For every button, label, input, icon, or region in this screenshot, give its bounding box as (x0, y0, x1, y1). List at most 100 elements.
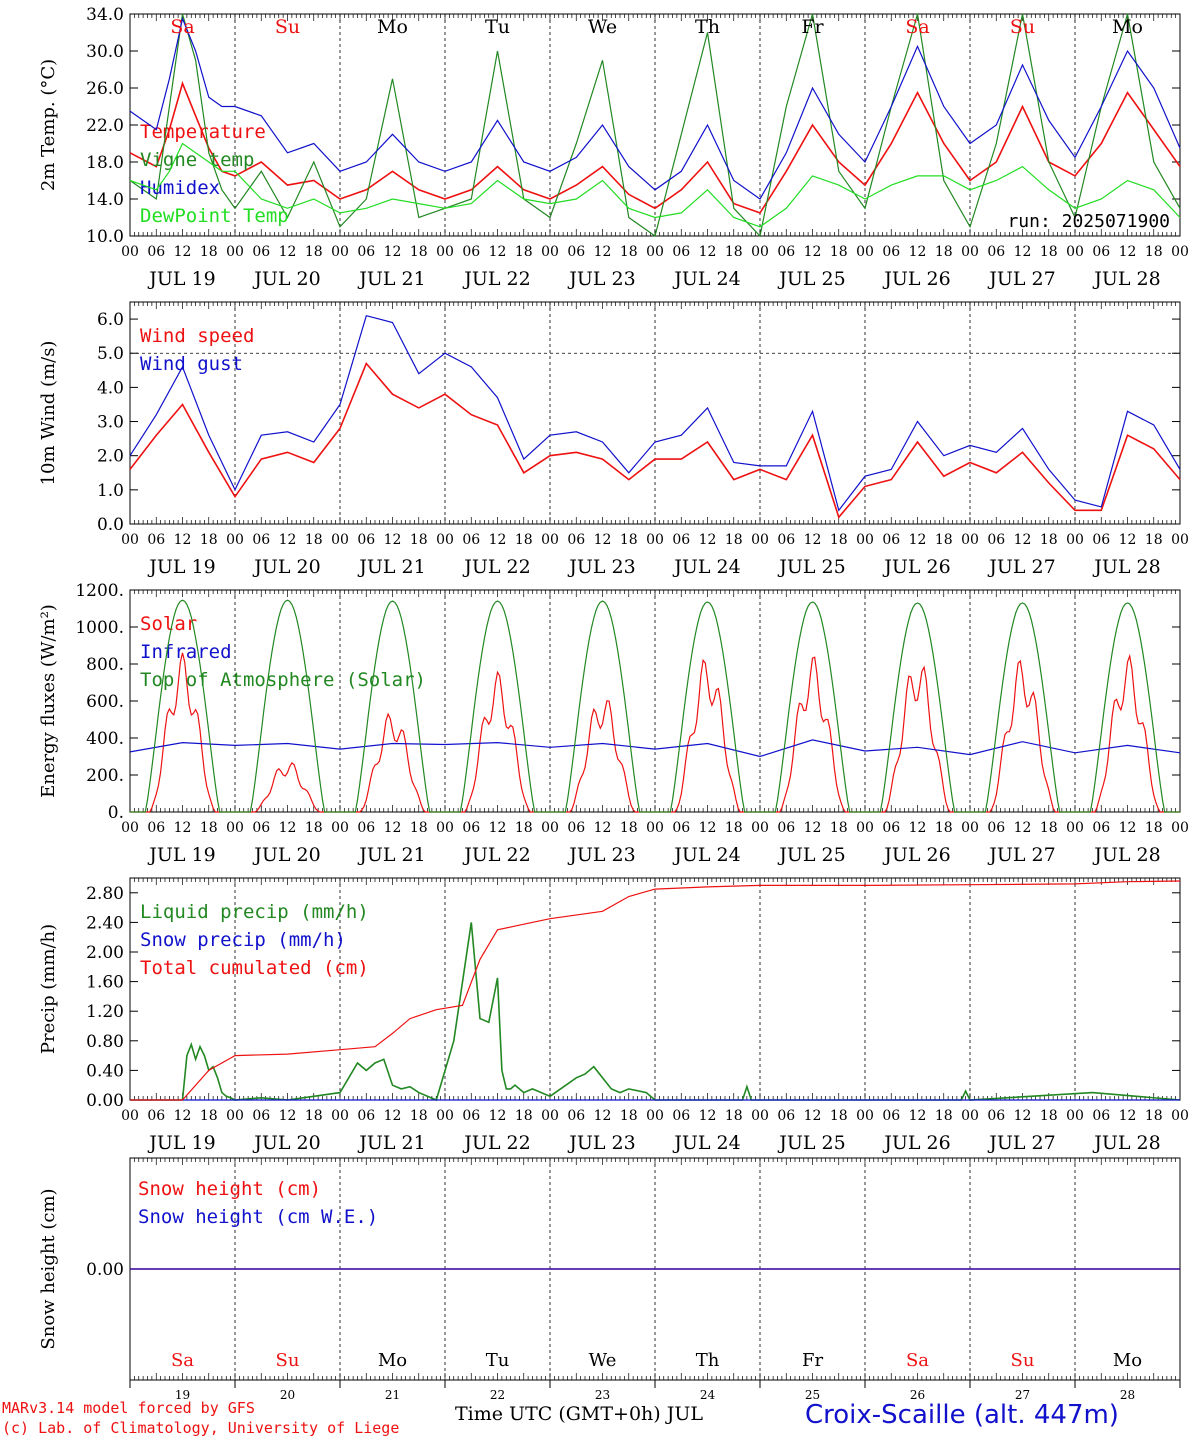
x-hour-label: 12 (909, 820, 927, 836)
x-hour-label: 18 (515, 244, 533, 260)
x-hour-label: 06 (252, 1108, 270, 1124)
weekday-label-bottom: Fr (802, 1350, 823, 1371)
series-line-dewpoint-temp (129, 142, 1181, 228)
x-hour-label: 00 (856, 820, 874, 836)
weekday-label-top: Th (695, 16, 720, 38)
x-date-label: JUL 27 (987, 556, 1055, 578)
x-hour-label: 12 (594, 1108, 612, 1124)
legend-label: Snow height (cm W.E.) (138, 1206, 378, 1228)
x-hour-label: 00 (961, 820, 979, 836)
x-hour-label: 12 (699, 1108, 717, 1124)
x-date-label: JUL 25 (777, 556, 845, 578)
x-hour-label: 18 (830, 244, 848, 260)
weekday-label-bottom: Sa (906, 1350, 929, 1371)
panel-3: 0. 200. 400. 600. 800. 1000. 1200. Energy fluxe… (38, 581, 1189, 866)
x-hour-label: 06 (672, 1108, 690, 1124)
x-hour-label: 06 (357, 820, 375, 836)
y-axis-label: 10m Wind (m/s) (38, 341, 59, 486)
x-hour-label: 12 (1014, 532, 1032, 548)
x-hour-label: 12 (174, 1108, 192, 1124)
x-hour-label: 18 (830, 1108, 848, 1124)
x-hour-label: 00 (856, 244, 874, 260)
weekday-label-top: Su (1010, 16, 1035, 38)
y-tick-label: 26.0 (86, 79, 124, 99)
weekday-label-top: Sa (905, 16, 929, 38)
x-hour-label: 12 (384, 1108, 402, 1124)
y-tick-label: 800. (86, 655, 124, 675)
panel-4: 0.00 0.40 0.80 1.20 1.60 2.00 2.40 2.80 Precip (… (38, 877, 1189, 1154)
x-hour-label: 00 (961, 1108, 979, 1124)
x-hour-label: 00 (541, 244, 559, 260)
x-date-label: JUL 28 (1092, 844, 1160, 866)
x-hour-label: 00 (1171, 1108, 1189, 1124)
x-hour-label: 00 (751, 244, 769, 260)
x-date-label: JUL 22 (462, 268, 530, 290)
x-hour-label: 12 (804, 820, 822, 836)
credit-line: (c) Lab. of Climatology, University of L… (2, 1419, 400, 1437)
legend-label: Humidex (140, 177, 220, 199)
x-hour-label: 06 (462, 1108, 480, 1124)
x-hour-label: 12 (384, 244, 402, 260)
station-name: Croix-Scaille (alt. 447m) (805, 1400, 1119, 1430)
x-hour-label: 00 (331, 244, 349, 260)
x-date-label: JUL 26 (882, 1132, 950, 1154)
day-number-label: 25 (805, 1388, 820, 1402)
x-hour-label: 12 (1119, 1108, 1137, 1124)
y-tick-label: 1200. (75, 581, 124, 601)
series-line-wind-gust (129, 314, 1181, 512)
x-hour-label: 06 (777, 532, 795, 548)
x-date-label: JUL 19 (147, 1132, 215, 1154)
x-hour-label: 18 (830, 532, 848, 548)
y-tick-label: 6.0 (97, 310, 124, 330)
x-hour-label: 12 (909, 244, 927, 260)
x-hour-label: 12 (489, 1108, 507, 1124)
x-hour-label: 00 (436, 532, 454, 548)
x-date-label: JUL 26 (882, 556, 950, 578)
x-date-label: JUL 24 (672, 844, 740, 866)
x-hour-label: 18 (1040, 244, 1058, 260)
x-hour-label: 06 (1092, 1108, 1110, 1124)
x-hour-label: 00 (331, 532, 349, 548)
x-hour-label: 18 (305, 532, 323, 548)
x-hour-label: 06 (462, 244, 480, 260)
x-date-label: JUL 23 (567, 1132, 635, 1154)
x-date-label: JUL 28 (1092, 1132, 1160, 1154)
x-hour-label: 12 (804, 532, 822, 548)
x-hour-label: 06 (987, 820, 1005, 836)
x-date-label: JUL 23 (567, 556, 635, 578)
legend-label: Liquid precip (mm/h) (140, 901, 369, 923)
y-tick-label: 2.80 (86, 884, 124, 904)
x-hour-label: 06 (147, 532, 165, 548)
x-hour-label: 00 (751, 820, 769, 836)
x-hour-label: 18 (200, 532, 218, 548)
x-date-label: JUL 28 (1092, 556, 1160, 578)
x-date-label: JUL 20 (252, 268, 320, 290)
x-hour-label: 00 (436, 820, 454, 836)
x-date-label: JUL 25 (777, 268, 845, 290)
weekday-label-bottom: Su (1011, 1350, 1035, 1371)
legend-label: Wind gust (140, 353, 243, 375)
weekday-label-bottom: Th (696, 1350, 720, 1371)
y-tick-label: 2.0 (97, 447, 124, 467)
y-tick-label: 0.00 (86, 1091, 124, 1111)
x-hour-label: 18 (830, 820, 848, 836)
x-hour-label: 12 (174, 244, 192, 260)
y-tick-label: 34.0 (86, 5, 124, 25)
x-hour-label: 18 (935, 244, 953, 260)
panel-1: 10.0 14.0 18.0 22.0 26.0 30.0 34.0 2m Temp. (°C… (38, 5, 1189, 290)
x-hour-label: 12 (174, 820, 192, 836)
x-hour-label: 12 (699, 244, 717, 260)
series-line-liquid-precip-mm-h- (130, 922, 1181, 1102)
y-tick-label: 0. (108, 803, 124, 823)
legend-label: Snow height (cm) (138, 1178, 321, 1200)
x-date-label: JUL 27 (987, 1132, 1055, 1154)
x-hour-label: 18 (515, 820, 533, 836)
series-line-vigne-temp (129, 13, 1181, 238)
x-hour-label: 00 (121, 244, 139, 260)
y-tick-label: 3.0 (97, 413, 124, 433)
x-hour-label: 00 (541, 820, 559, 836)
x-hour-label: 00 (226, 820, 244, 836)
x-hour-label: 12 (594, 244, 612, 260)
weekday-label-bottom: Mo (1113, 1350, 1142, 1371)
x-hour-label: 18 (620, 1108, 638, 1124)
